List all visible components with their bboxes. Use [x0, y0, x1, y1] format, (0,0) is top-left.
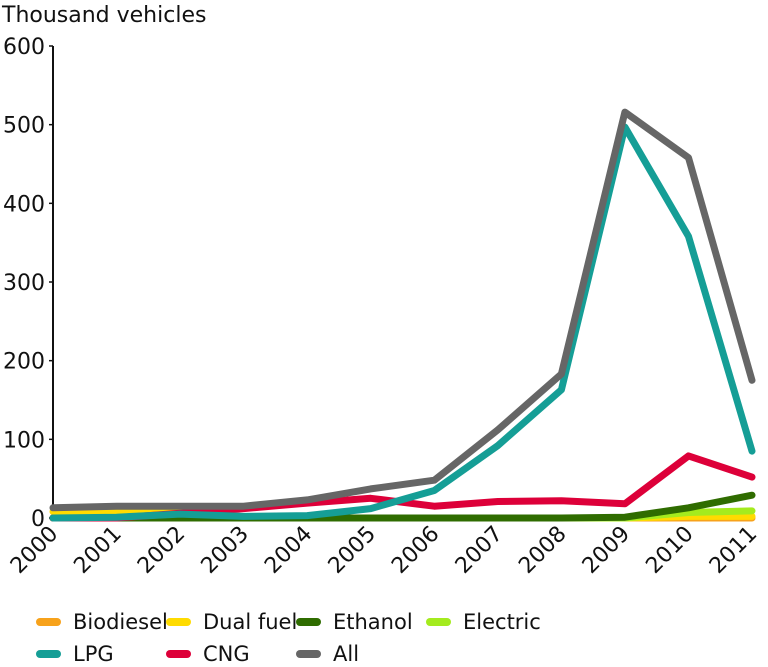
legend-label: Electric — [463, 610, 541, 634]
x-tick-label: 2011 — [705, 522, 762, 579]
legend-label: All — [333, 642, 360, 666]
legend-swatch — [166, 618, 191, 626]
y-tick-label: 400 — [3, 192, 45, 217]
x-tick-label: 2009 — [578, 522, 635, 579]
legend-swatch — [166, 650, 191, 658]
legend-swatch — [36, 650, 61, 658]
line-chart: Thousand vehicles 0 100 200 300 400 500 600 20… — [1, 3, 762, 579]
series-group — [49, 108, 756, 522]
y-tick-label: 100 — [3, 428, 45, 453]
legend-swatch — [296, 650, 321, 658]
x-tick-label: 2001 — [70, 522, 127, 579]
legend-item-ethanol: Ethanol — [296, 610, 413, 634]
legend-swatch — [296, 618, 321, 626]
x-tick-label: 2004 — [260, 522, 317, 579]
x-tick-label: 2005 — [324, 522, 381, 579]
legend-swatch — [36, 618, 61, 626]
legend-item-biodiesel: Biodiesel — [36, 610, 168, 634]
legend-label: Ethanol — [333, 610, 413, 634]
x-tick-label: 2010 — [641, 522, 698, 579]
y-tick-label: 300 — [3, 271, 45, 296]
legend-label: Biodiesel — [73, 610, 168, 634]
legend-label: CNG — [203, 642, 250, 666]
legend-label: Dual fuel — [203, 610, 298, 634]
legend-label: LPG — [73, 642, 114, 666]
legend-item-lpg: LPG — [36, 642, 114, 666]
x-tick-label: 2003 — [197, 522, 254, 579]
legend-item-dual-fuel: Dual fuel — [166, 610, 297, 634]
legend-swatch — [426, 618, 451, 626]
y-axis-title: Thousand vehicles — [1, 3, 206, 28]
y-tick-label: 500 — [3, 114, 45, 139]
y-tick-label: 0 — [31, 507, 45, 532]
series-line-lpg — [49, 123, 756, 522]
x-tick-label: 2002 — [133, 522, 190, 579]
y-tick-label: 600 — [3, 35, 45, 60]
y-tick-label: 200 — [3, 350, 45, 375]
legend-item-all: All — [296, 642, 359, 666]
y-axis: 0 100 200 300 400 500 600 — [3, 35, 54, 532]
x-tick-label: 2006 — [387, 522, 444, 579]
x-tick-label: 2007 — [451, 522, 508, 579]
legend-item-cng: CNG — [166, 642, 250, 666]
x-axis: 2000 2001 2002 2003 2004 2005 2006 2007 2008 2009… — [6, 522, 762, 579]
x-tick-label: 2008 — [514, 522, 571, 579]
legend-item-electric: Electric — [426, 610, 541, 634]
series-line-all — [49, 108, 756, 512]
